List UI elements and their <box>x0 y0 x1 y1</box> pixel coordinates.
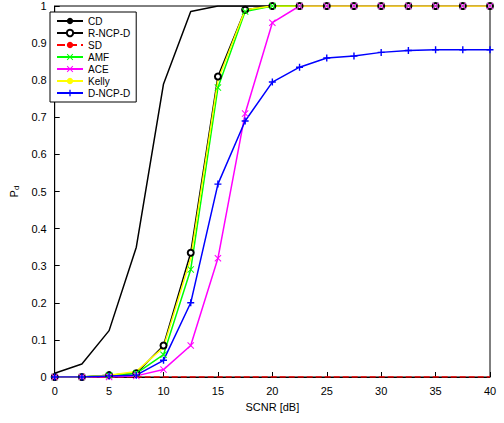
svg-text:SCNR [dB]: SCNR [dB] <box>245 401 299 413</box>
svg-text:0.6: 0.6 <box>31 148 46 160</box>
svg-text:0.9: 0.9 <box>31 37 46 49</box>
svg-text:0.7: 0.7 <box>31 111 46 123</box>
svg-text:35: 35 <box>429 385 441 397</box>
svg-text:d: d <box>12 186 21 190</box>
svg-text:0.3: 0.3 <box>31 260 46 272</box>
svg-text:0: 0 <box>52 385 58 397</box>
svg-text:0.1: 0.1 <box>31 334 46 346</box>
svg-text:CD: CD <box>88 16 102 27</box>
svg-text:AMF: AMF <box>88 52 109 63</box>
svg-text:20: 20 <box>266 385 278 397</box>
svg-text:40: 40 <box>484 385 496 397</box>
svg-text:5: 5 <box>106 385 112 397</box>
svg-text:30: 30 <box>375 385 387 397</box>
svg-text:R-NCP-D: R-NCP-D <box>88 28 130 39</box>
svg-text:0.8: 0.8 <box>31 74 46 86</box>
svg-text:0.4: 0.4 <box>31 223 46 235</box>
svg-text:15: 15 <box>212 385 224 397</box>
svg-text:P: P <box>8 190 20 197</box>
svg-text:0.5: 0.5 <box>31 186 46 198</box>
svg-text:0: 0 <box>41 371 47 383</box>
svg-text:10: 10 <box>157 385 169 397</box>
svg-text:0.2: 0.2 <box>31 297 46 309</box>
svg-text:25: 25 <box>321 385 333 397</box>
svg-text:ACE: ACE <box>88 64 109 75</box>
svg-text:SD: SD <box>88 40 102 51</box>
svg-text:Kelly: Kelly <box>88 76 110 87</box>
svg-text:1: 1 <box>41 0 47 12</box>
svg-text:D-NCP-D: D-NCP-D <box>88 88 130 99</box>
